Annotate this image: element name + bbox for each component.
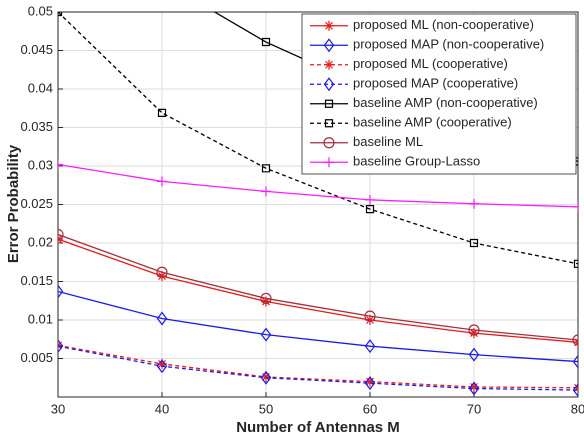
- data-point: [573, 337, 578, 348]
- x-axis-label: Number of Antennas M: [236, 419, 400, 436]
- series-line: [58, 345, 578, 391]
- data-point: [58, 12, 63, 17]
- data-point: [573, 259, 578, 268]
- data-point: [364, 376, 376, 391]
- data-point: [260, 327, 272, 342]
- legend-marker: [324, 119, 334, 128]
- data-point: [572, 334, 578, 346]
- x-tick-label: 40: [155, 401, 169, 416]
- legend-marker: [323, 38, 335, 53]
- legend-marker: [324, 20, 334, 31]
- legend-label: proposed MAP (non-cooperative): [353, 37, 544, 52]
- legend-label: baseline ML: [353, 134, 423, 149]
- x-tick-label: 50: [259, 401, 273, 416]
- series-line: [58, 238, 578, 343]
- data-point: [365, 205, 375, 214]
- legend-label: baseline AMP (non-cooperative): [353, 95, 538, 110]
- y-tick-label: 0.025: [20, 196, 53, 211]
- data-point: [260, 292, 272, 304]
- data-point: [156, 266, 168, 278]
- series-line: [58, 344, 578, 389]
- y-tick-label: 0.02: [28, 234, 53, 249]
- series-line: [58, 12, 578, 265]
- data-point: [469, 238, 479, 248]
- data-point: [157, 108, 167, 117]
- y-axis-label: Error Probability: [5, 144, 22, 263]
- legend-marker: [323, 77, 335, 92]
- data-point: [468, 324, 480, 336]
- y-tick-label: 0.035: [20, 119, 53, 134]
- data-point: [261, 186, 271, 197]
- legend-marker: [323, 137, 335, 149]
- data-point: [156, 359, 168, 374]
- legend-box: [301, 13, 577, 175]
- data-point: [469, 328, 479, 339]
- legend-marker: [324, 59, 334, 70]
- legend-marker: [324, 99, 334, 108]
- data-point: [364, 339, 376, 354]
- series-line: [58, 163, 578, 208]
- data-point: [157, 358, 167, 369]
- data-point: [156, 311, 168, 326]
- data-point: [157, 176, 167, 187]
- data-point: [261, 371, 271, 382]
- legend-label: proposed ML (non-cooperative): [353, 17, 534, 32]
- y-tick-label: 0.04: [28, 80, 53, 95]
- x-tick-label: 30: [51, 401, 65, 416]
- data-point: [261, 164, 271, 173]
- legend-label: proposed MAP (cooperative): [353, 76, 518, 91]
- x-tick-label: 70: [467, 401, 481, 416]
- y-tick-label: 0.045: [20, 42, 53, 57]
- data-point: [365, 194, 375, 205]
- data-point: [572, 383, 578, 397]
- data-point: [58, 284, 64, 299]
- data-point: [58, 339, 64, 354]
- data-point: [364, 310, 376, 322]
- data-point: [572, 354, 578, 369]
- x-tick-label: 80: [571, 401, 584, 416]
- legend-label: baseline AMP (cooperative): [353, 115, 512, 130]
- series-line: [58, 290, 578, 363]
- y-tick-label: 0.05: [28, 3, 53, 18]
- legend-label: proposed ML (cooperative): [353, 56, 508, 71]
- y-tick-label: 0.015: [20, 273, 53, 288]
- y-tick-label: 0.005: [20, 350, 53, 365]
- legend-label: baseline Group-Lasso: [353, 154, 480, 169]
- y-tick-label: 0.03: [28, 157, 53, 172]
- legend-marker: [324, 157, 334, 168]
- x-tick-label: 60: [363, 401, 377, 416]
- data-point: [468, 347, 480, 362]
- data-point: [58, 159, 63, 170]
- legend: proposed ML (non-cooperative) proposed MA…: [301, 13, 577, 175]
- data-point: [261, 37, 271, 47]
- data-point: [573, 201, 578, 212]
- data-point: [468, 381, 480, 396]
- data-point: [157, 271, 167, 282]
- data-point: [469, 381, 479, 392]
- data-point: [260, 370, 272, 385]
- data-point: [469, 198, 479, 209]
- data-point: [261, 296, 271, 307]
- data-point: [365, 315, 375, 325]
- series-line: [58, 233, 578, 341]
- data-point: [58, 229, 64, 241]
- data-point: [365, 376, 375, 387]
- y-tick-label: 0.01: [28, 311, 53, 326]
